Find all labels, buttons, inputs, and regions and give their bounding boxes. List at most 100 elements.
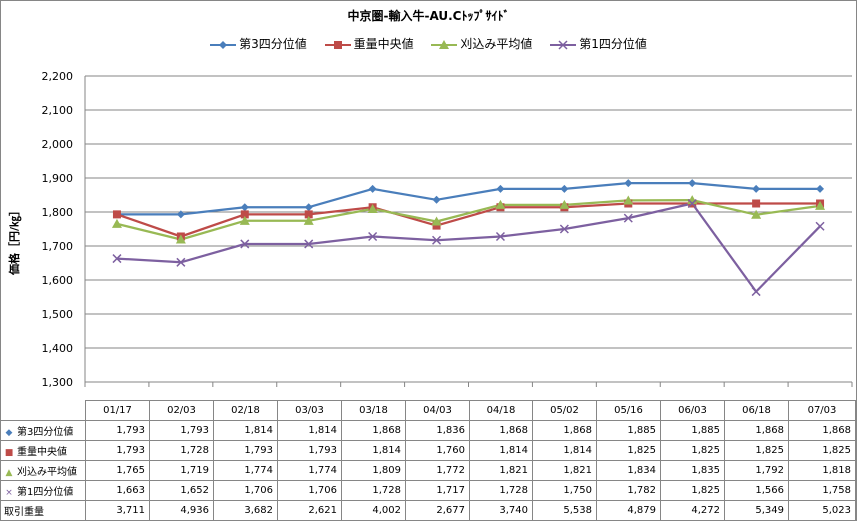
- x-tick-label: 03/03: [277, 400, 342, 421]
- table-cell: 1,885: [596, 420, 661, 441]
- point-trimmed: [751, 209, 762, 219]
- table-corner: [0, 400, 86, 421]
- point-trimmed: [431, 216, 442, 226]
- table-cell: 1,750: [532, 480, 597, 501]
- table-cell: 1,706: [277, 480, 342, 501]
- table-cell: 1,834: [596, 460, 661, 481]
- point-q1: [112, 254, 122, 264]
- series-line-q1: [116, 202, 821, 293]
- table-cell: 1,717: [405, 480, 470, 501]
- point-q3: [368, 184, 377, 193]
- table-cell: 1,706: [213, 480, 278, 501]
- table-cell: 1,885: [660, 420, 725, 441]
- point-median: [112, 210, 121, 219]
- point-median: [240, 210, 249, 219]
- point-median: [432, 221, 441, 230]
- table-cell: 1,793: [85, 420, 150, 441]
- row-label-text: 重量中央値: [17, 447, 67, 458]
- table-cell: 1,772: [405, 460, 470, 481]
- table-cell: 1,868: [532, 420, 597, 441]
- table-cell: 1,765: [85, 460, 150, 481]
- table-cell: 3,682: [213, 500, 278, 521]
- table-cell: 1,814: [341, 440, 406, 461]
- table-cell: 4,002: [341, 500, 406, 521]
- y-tick-label: 1,500: [42, 308, 74, 321]
- point-q3: [496, 184, 505, 193]
- x-tick-label: 02/18: [213, 400, 278, 421]
- table-cell: 1,868: [341, 420, 406, 441]
- point-trimmed: [623, 195, 634, 205]
- table-cell: 1,814: [277, 420, 342, 441]
- table-cell: 1,760: [405, 440, 470, 461]
- legend-item-median: 重量中央値: [324, 35, 414, 52]
- x-tick-label: 04/03: [405, 400, 470, 421]
- table-cell: 1,663: [85, 480, 150, 501]
- table-cell: 1,793: [149, 420, 214, 441]
- point-q1: [559, 224, 569, 234]
- point-q1: [432, 235, 442, 245]
- table-cell: 2,621: [277, 500, 342, 521]
- table-cell: 1,719: [149, 460, 214, 481]
- point-q1: [495, 231, 505, 242]
- legend-item-trimmed: 刈込み平均値: [431, 35, 532, 52]
- legend-key-median-icon: ■: [4, 448, 14, 458]
- table-cell: 5,349: [724, 500, 789, 521]
- table-cell: 4,272: [660, 500, 725, 521]
- point-trimmed: [175, 234, 186, 244]
- point-trimmed: [303, 215, 314, 225]
- legend-label-trimmed: 刈込み平均値: [460, 37, 533, 51]
- table-header-row: 01/17 02/03 02/18 03/03 03/18 04/03 04/18 05/02…: [0, 400, 856, 421]
- point-q3: [304, 203, 313, 212]
- legend-item-q1: 第1四分位値: [550, 35, 647, 52]
- x-tick-label: 05/16: [596, 400, 661, 421]
- table-cell: 1,814: [532, 440, 597, 461]
- legend-item-q3: 第3四分位値: [210, 35, 307, 52]
- chart-legend: 第3四分位値 重量中央値 刈込み平均値 第1四分位値: [0, 35, 857, 52]
- table-cell: 1,868: [469, 420, 533, 441]
- table-cell: 1,793: [85, 440, 150, 461]
- point-q3: [432, 195, 441, 204]
- legend-key-q3-icon: ◆: [5, 428, 13, 438]
- table-cell: 4,936: [149, 500, 214, 521]
- table-cell: 5,023: [788, 500, 856, 521]
- table-cell: 1,793: [277, 440, 342, 461]
- point-q1: [368, 231, 378, 242]
- point-q3: [816, 184, 825, 193]
- table-cell: 3,740: [469, 500, 533, 521]
- point-q3: [176, 210, 185, 219]
- row-label-text: 刈込み平均値: [17, 467, 77, 478]
- x-tick-label: 06/03: [660, 400, 725, 421]
- legend-marker-trimmed: [431, 39, 458, 49]
- table-row: ◆ 第3四分位値 1,793 1,793 1,814 1,814 1,868 1,836 1,8…: [0, 420, 856, 441]
- series-line-trimmed: [116, 198, 821, 241]
- point-q3: [560, 184, 569, 193]
- x-tick-label: 05/02: [532, 400, 597, 421]
- point-q1: [240, 239, 250, 249]
- legend-key-trimmed-icon: ▲: [5, 468, 13, 478]
- point-trimmed: [495, 199, 506, 209]
- point-q1: [815, 221, 825, 231]
- row-label-text: 第1四分位値: [17, 487, 74, 498]
- table-cell: 1,825: [660, 440, 725, 461]
- point-q3: [240, 203, 249, 212]
- point-q3: [752, 184, 761, 193]
- legend-label-median: 重量中央値: [353, 37, 414, 51]
- table-cell: 1,836: [405, 420, 470, 441]
- row-label-weight: 取引重量: [0, 500, 86, 521]
- table-row: ▲ 刈込み平均値 1,765 1,719 1,774 1,774 1,809 1,772 1,8…: [0, 460, 856, 481]
- table-row: ■ 重量中央値 1,793 1,728 1,793 1,793 1,814 1,760 1,81…: [0, 440, 856, 461]
- x-tick-label: 07/03: [788, 400, 856, 421]
- table-row: × 第1四分位値 1,663 1,652 1,706 1,706 1,728 1,717 1,7…: [0, 480, 856, 501]
- y-tick-label: 1,700: [42, 240, 74, 253]
- table-cell: 1,825: [724, 440, 789, 461]
- legend-marker-median: [324, 40, 351, 49]
- table-cell: 1,868: [724, 420, 789, 441]
- legend-marker-q1: [550, 39, 577, 50]
- x-tick-label: 04/18: [469, 400, 533, 421]
- table-cell: 4,879: [596, 500, 661, 521]
- point-trimmed: [815, 200, 826, 210]
- legend-key-q1-icon: ×: [5, 488, 13, 498]
- table-cell: 1,835: [660, 460, 725, 481]
- table-cell: 1,774: [277, 460, 342, 481]
- y-tick-label: 2,000: [42, 138, 74, 151]
